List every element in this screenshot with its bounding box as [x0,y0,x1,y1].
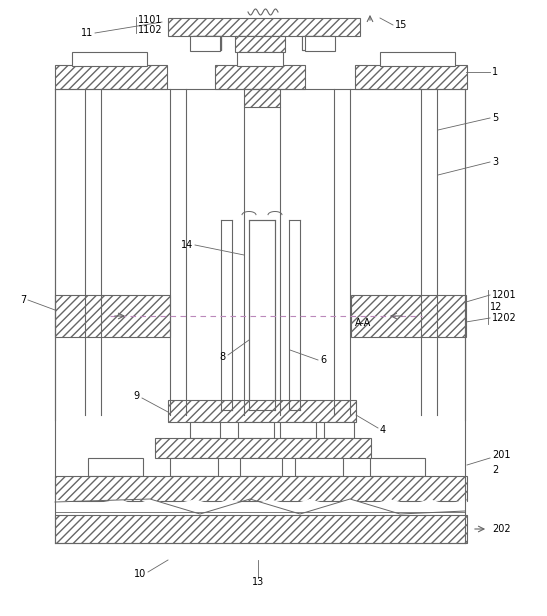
Bar [280,422,316,438]
Text: 5: 5 [492,113,498,123]
Bar [324,422,354,438]
Text: 11: 11 [81,28,93,38]
Text: 3: 3 [492,157,498,167]
Text: 1201: 1201 [492,290,516,300]
Bar [237,52,283,66]
Bar [193,36,221,50]
Bar [55,515,467,543]
Bar [190,422,220,438]
Bar [249,220,275,410]
Text: 8: 8 [220,352,226,362]
Bar [55,295,170,337]
Bar [170,458,218,476]
Bar [302,36,330,50]
Bar [215,65,305,89]
Bar [235,36,285,52]
Bar [238,36,282,54]
Bar [351,295,466,337]
Bar [168,400,356,422]
Bar [305,36,335,51]
Text: A-A: A-A [355,318,371,328]
Bar [244,89,280,107]
Bar [302,36,330,50]
Bar [240,458,282,476]
Text: 12: 12 [490,302,502,312]
Bar [370,458,425,476]
Bar [193,36,221,50]
Text: 201: 201 [492,450,510,460]
Text: 10: 10 [134,569,146,579]
Text: 14: 14 [181,240,193,250]
Bar [88,458,143,476]
Text: 202: 202 [492,524,511,534]
Text: 13: 13 [252,577,264,587]
Text: 4: 4 [380,425,386,435]
Text: 15: 15 [395,20,408,30]
Text: 6: 6 [320,355,326,365]
Bar [380,52,455,66]
Text: 7: 7 [20,295,26,305]
Bar [238,422,274,438]
Text: 9: 9 [134,391,140,401]
Text: 1: 1 [492,67,498,77]
Bar [55,476,467,501]
Bar [155,438,371,458]
Text: 1101: 1101 [138,15,162,25]
Text: 2: 2 [492,465,498,475]
Bar [72,52,147,66]
Bar [193,36,221,50]
Text: 1102: 1102 [138,25,162,35]
Bar [168,18,360,36]
Bar [295,458,343,476]
Text: 1202: 1202 [492,313,517,323]
Bar [355,65,467,89]
Bar [55,65,167,89]
Bar [190,36,220,51]
